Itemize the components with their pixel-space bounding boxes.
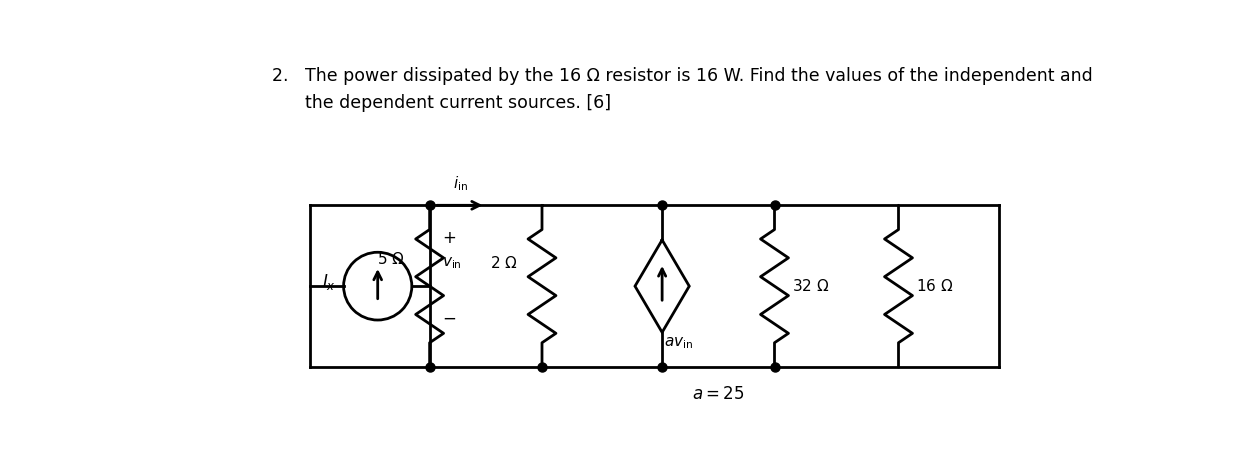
Text: −: − [442, 309, 456, 328]
Text: $av_{\rm in}$: $av_{\rm in}$ [664, 336, 693, 351]
Text: the dependent current sources. [6]: the dependent current sources. [6] [305, 94, 611, 112]
Text: $v_{\rm in}$: $v_{\rm in}$ [442, 255, 462, 271]
Text: $a = 25$: $a = 25$ [692, 385, 744, 404]
Text: $i_{\rm in}$: $i_{\rm in}$ [454, 174, 468, 193]
Text: $I_x$: $I_x$ [321, 272, 336, 292]
Text: 16 $\Omega$: 16 $\Omega$ [916, 278, 953, 294]
Text: 2 $\Omega$: 2 $\Omega$ [489, 255, 517, 271]
Text: 32 $\Omega$: 32 $\Omega$ [791, 278, 829, 294]
Text: 5 $\Omega$: 5 $\Omega$ [377, 251, 405, 267]
Text: 2.   The power dissipated by the 16 Ω resistor is 16 W. Find the values of the i: 2. The power dissipated by the 16 Ω resi… [272, 67, 1093, 85]
Text: +: + [442, 229, 456, 247]
